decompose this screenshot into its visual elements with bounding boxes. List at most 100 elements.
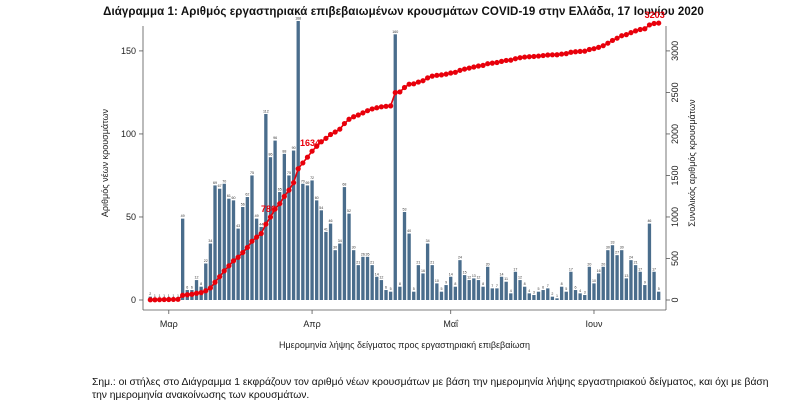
bar (222, 183, 226, 300)
bar-value-label: 70 (301, 179, 305, 183)
bar-value-label: 60 (315, 196, 319, 200)
cumulative-point (619, 33, 625, 39)
cumulative-point (628, 30, 634, 36)
cumulative-point (217, 274, 223, 280)
bar-value-label: 12 (467, 276, 471, 280)
bar-value-label: 70 (222, 179, 226, 183)
bar-value-label: 69 (305, 181, 309, 185)
cumulative-point (327, 131, 334, 138)
cumulative-point (286, 187, 292, 193)
cumulative-point (212, 279, 218, 285)
bar-value-label: 43 (236, 224, 240, 228)
cumulative-point (498, 58, 505, 64)
bar-value-label: 21 (416, 261, 420, 265)
bar (495, 288, 499, 300)
cumulative-point (337, 126, 343, 132)
bar-value-label: 21 (370, 261, 374, 265)
bar-value-label: 26 (361, 252, 365, 256)
bar (564, 291, 568, 300)
bar (338, 243, 342, 300)
cumulative-point (397, 89, 403, 95)
bar-value-label: 27 (615, 251, 619, 255)
bar (647, 223, 652, 300)
y2-tick-label: 1500 (670, 165, 680, 185)
bar-value-label: 6 (385, 286, 387, 290)
cumulative-point (388, 103, 394, 109)
cumulative-point (438, 72, 445, 78)
bar (324, 231, 328, 300)
bar-value-label: 16 (421, 269, 425, 273)
bar (282, 153, 287, 300)
bar-value-label: 33 (610, 241, 614, 245)
bar (522, 286, 527, 300)
bar-value-label: 20 (601, 262, 605, 266)
cumulative-point (596, 44, 602, 50)
cumulative-point (429, 73, 435, 79)
bar-value-label: 5 (658, 287, 660, 291)
bar-value-label: 17 (513, 267, 517, 271)
cumulative-point (457, 67, 463, 73)
bar-value-label: 62 (245, 193, 249, 197)
bar (278, 192, 282, 300)
cumulative-value-label: 1634 (300, 138, 320, 148)
bar (310, 180, 314, 300)
bar (402, 211, 407, 300)
bar-value-label: 1 (172, 294, 174, 298)
bar-value-label: 8 (454, 282, 456, 286)
cumulative-point (166, 296, 172, 303)
cumulative-point (420, 78, 426, 84)
cumulative-point (582, 48, 588, 54)
bar (490, 288, 494, 300)
cumulative-value-label: 786 (261, 204, 276, 214)
bar (569, 271, 573, 300)
bar-value-label: 96 (273, 136, 277, 140)
cumulative-point (277, 201, 283, 207)
bar-value-label: 14 (375, 272, 379, 276)
bar-value-label: 112 (263, 110, 269, 114)
bar-value-label: 30 (606, 246, 610, 250)
cumulative-point (646, 22, 653, 28)
bar-value-label: 6 (191, 286, 193, 290)
cumulative-point (623, 32, 629, 38)
bar-value-label: 56 (241, 203, 245, 207)
y2-tick-label: 2000 (670, 124, 680, 144)
bar (180, 218, 185, 300)
bar (412, 291, 416, 300)
bar-value-label: 34 (426, 239, 430, 243)
cumulative-point (535, 53, 542, 59)
x-tick-label: Μαρ (160, 319, 178, 329)
bar (421, 273, 425, 300)
bar-value-label: 3 (533, 291, 535, 295)
bar (601, 266, 605, 300)
bar (273, 140, 277, 300)
bar-value-label: 46 (647, 219, 651, 223)
cumulative-point (448, 70, 454, 76)
cumulative-point (147, 297, 153, 303)
cumulative-point (531, 53, 537, 60)
bar-value-label: 88 (282, 149, 286, 153)
cumulative-point (637, 26, 643, 33)
cumulative-point (323, 135, 329, 141)
bar (620, 250, 624, 300)
bar-value-label: 22 (204, 259, 208, 263)
bar (583, 295, 587, 300)
bar-value-label: 69 (213, 181, 217, 185)
bar-value-label: 20 (486, 262, 490, 266)
cumulative-point (263, 221, 269, 227)
bar (643, 285, 647, 300)
bar (476, 280, 481, 300)
bar-value-label: 12 (379, 276, 383, 280)
cumulative-point (545, 52, 551, 58)
bar-value-label: 60 (232, 196, 236, 200)
bar-value-label: 53 (403, 207, 407, 211)
cumulative-point (221, 268, 227, 274)
bar-value-label: 8 (399, 282, 401, 286)
bar (527, 293, 531, 300)
cumulative-point (452, 69, 458, 75)
bar (610, 245, 615, 300)
x-tick-label: Ιουν (586, 319, 603, 329)
bar (268, 157, 273, 300)
bar (439, 291, 444, 300)
